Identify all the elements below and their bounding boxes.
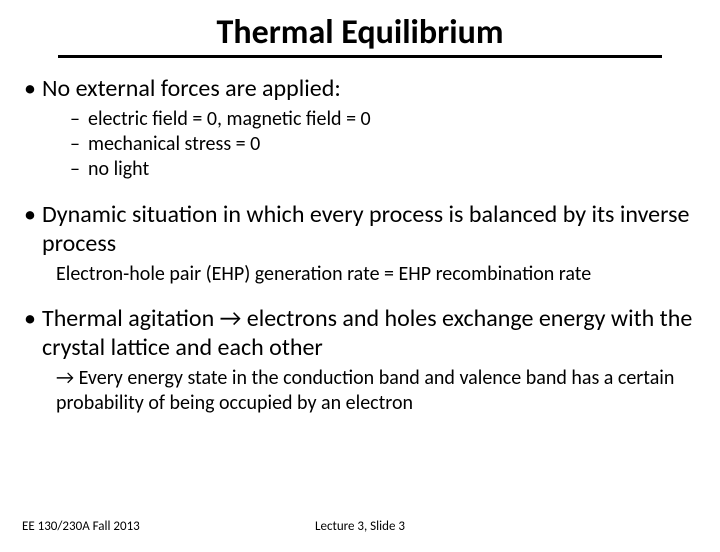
footer-course: EE 130/230A Fall 2013 — [22, 519, 140, 534]
slide-content: No external forces are applied: electric… — [0, 58, 720, 416]
sublist-forces: electric field = 0, magnetic field = 0 m… — [22, 107, 698, 182]
bullet-thermal-agitation: Thermal agitation → electrons and holes … — [22, 304, 698, 362]
slide-footer: EE 130/230A Fall 2013 Lecture 3, Slide 3 — [0, 519, 720, 534]
slide-title: Thermal Equilibrium — [58, 12, 663, 58]
bullet-no-forces: No external forces are applied: — [22, 74, 698, 103]
note-energy-state: → Every energy state in the conduction b… — [22, 366, 698, 416]
sub-electric-magnetic: electric field = 0, magnetic field = 0 — [70, 107, 698, 132]
sub-no-light: no light — [70, 157, 698, 182]
sub-mechanical-stress: mechanical stress = 0 — [70, 132, 698, 157]
note-ehp-rate: Electron-hole pair (EHP) generation rate… — [22, 262, 698, 286]
bullet-dynamic-situation: Dynamic situation in which every process… — [22, 200, 698, 258]
